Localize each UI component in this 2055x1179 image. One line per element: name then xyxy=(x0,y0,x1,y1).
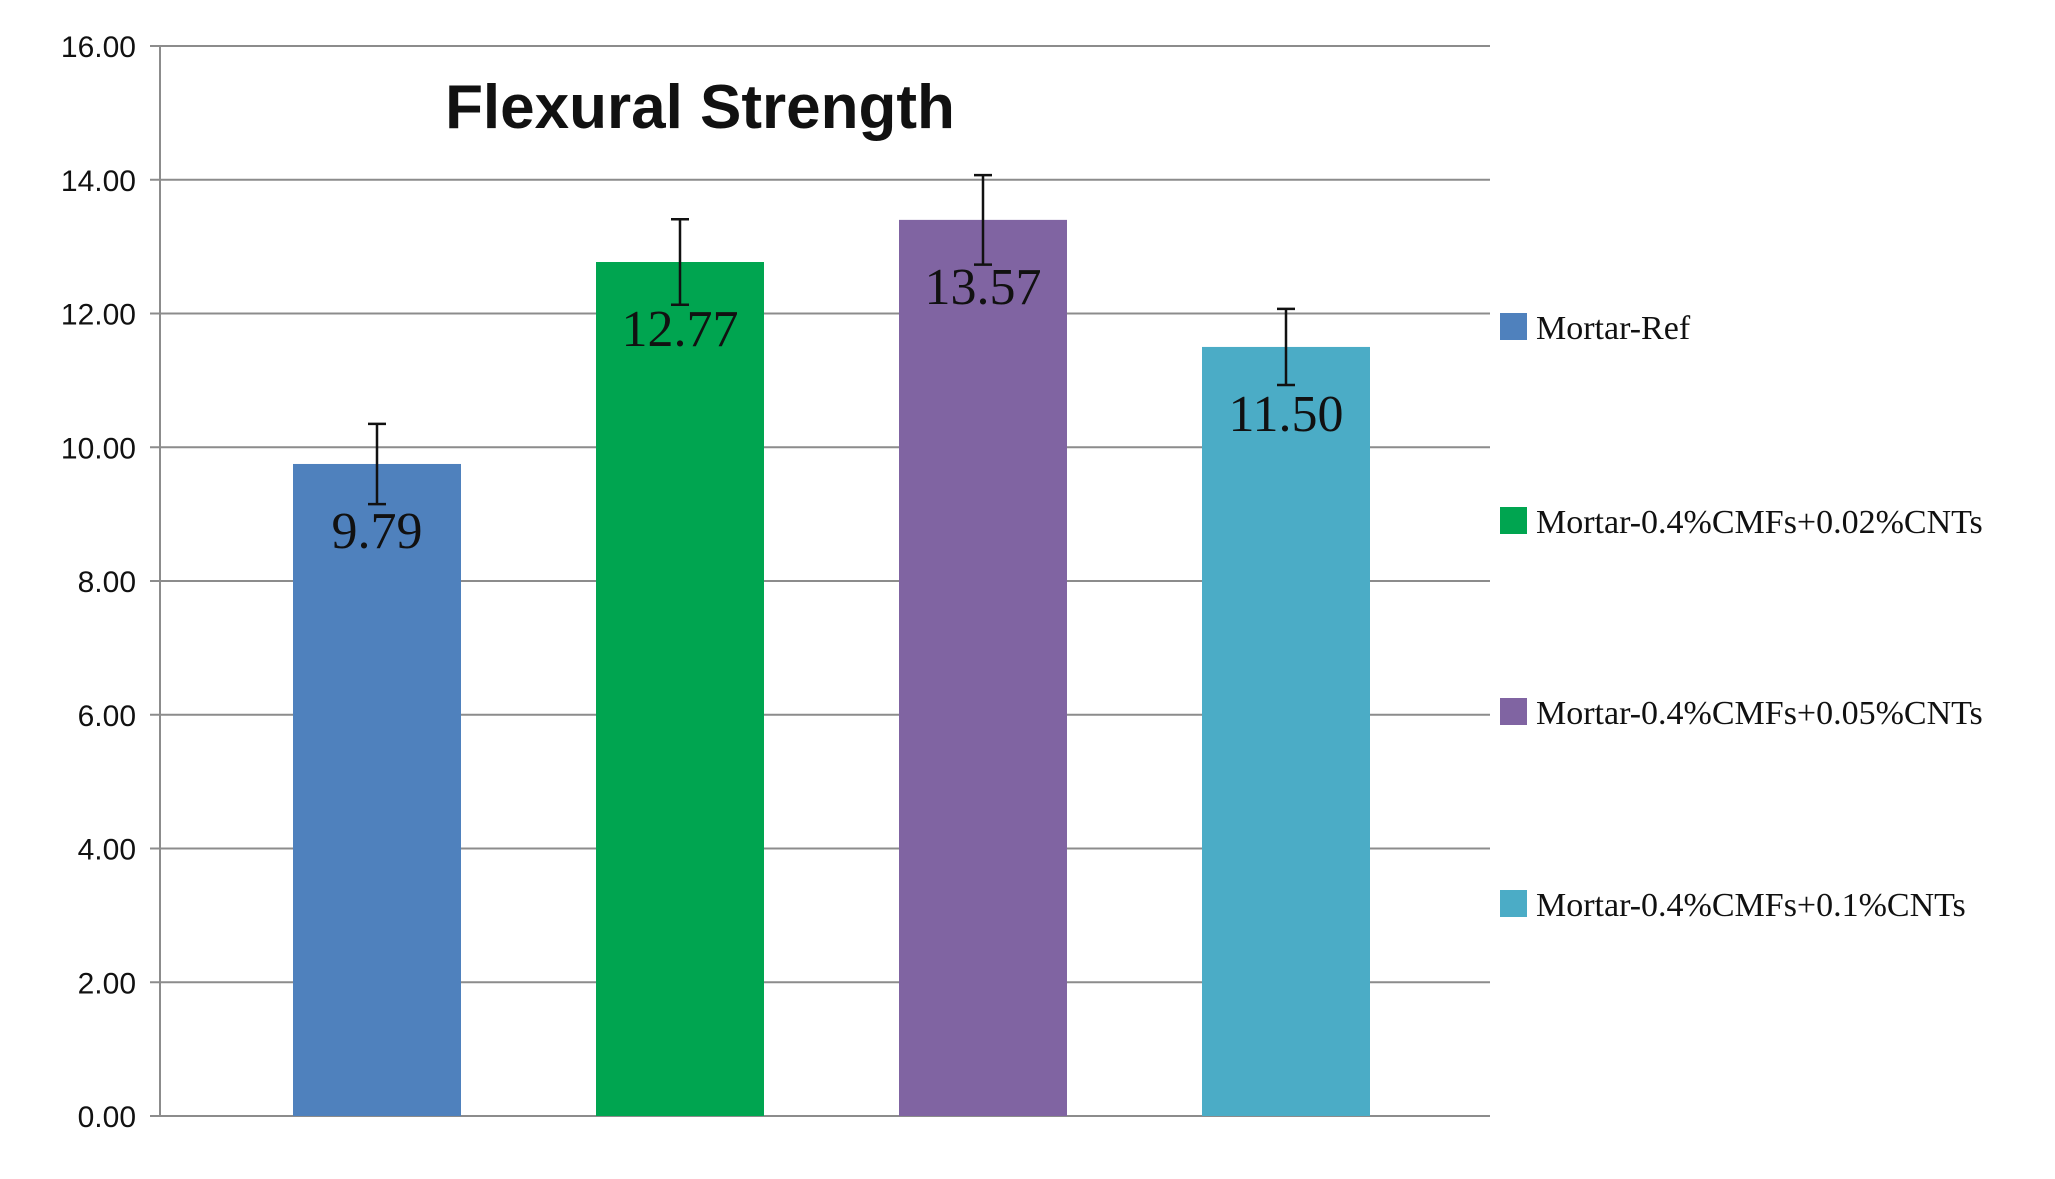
legend-label: Mortar-0.4%CMFs+0.1%CNTs xyxy=(1536,887,1966,924)
bars xyxy=(293,219,1370,1117)
chart-title: Flexural Strength xyxy=(445,73,955,142)
legend-swatch xyxy=(1500,507,1527,534)
legend: Mortar-Ref Mortar-0.4%CMFs+0.02%CNTs Morta… xyxy=(1500,310,1983,924)
y-tick-label: 4.00 xyxy=(78,834,136,867)
bar xyxy=(899,219,1067,1116)
bar xyxy=(596,262,764,1117)
y-tick-label: 12.00 xyxy=(61,299,136,332)
y-tick-label: 10.00 xyxy=(61,432,136,465)
y-axis-tick-labels: 0.00 2.00 4.00 6.00 8.00 10.00 12.00 14.00 16.00 xyxy=(61,31,136,1134)
legend-label: Mortar-Ref xyxy=(1536,310,1691,347)
y-tick-label: 6.00 xyxy=(78,700,136,733)
legend-swatch xyxy=(1500,313,1527,340)
y-tick-label: 2.00 xyxy=(78,967,136,1000)
legend-swatch xyxy=(1500,698,1527,725)
y-tick-label: 0.00 xyxy=(78,1101,136,1134)
data-label: 9.79 xyxy=(332,503,423,560)
error-bars xyxy=(368,173,1295,506)
y-tick-label: 16.00 xyxy=(61,31,136,64)
legend-label: Mortar-0.4%CMFs+0.05%CNTs xyxy=(1536,695,1983,732)
y-tick-label: 8.00 xyxy=(78,566,136,599)
legend-label: Mortar-0.4%CMFs+0.02%CNTs xyxy=(1536,504,1983,541)
bar xyxy=(1202,346,1370,1116)
bar xyxy=(293,463,461,1116)
data-labels: 9.79 12.77 13.57 11.50 xyxy=(332,259,1344,560)
legend-swatch xyxy=(1500,890,1527,917)
data-label: 12.77 xyxy=(622,301,739,358)
y-tick-label: 14.00 xyxy=(61,165,136,198)
data-label: 11.50 xyxy=(1228,386,1343,443)
data-label: 13.57 xyxy=(925,259,1042,316)
